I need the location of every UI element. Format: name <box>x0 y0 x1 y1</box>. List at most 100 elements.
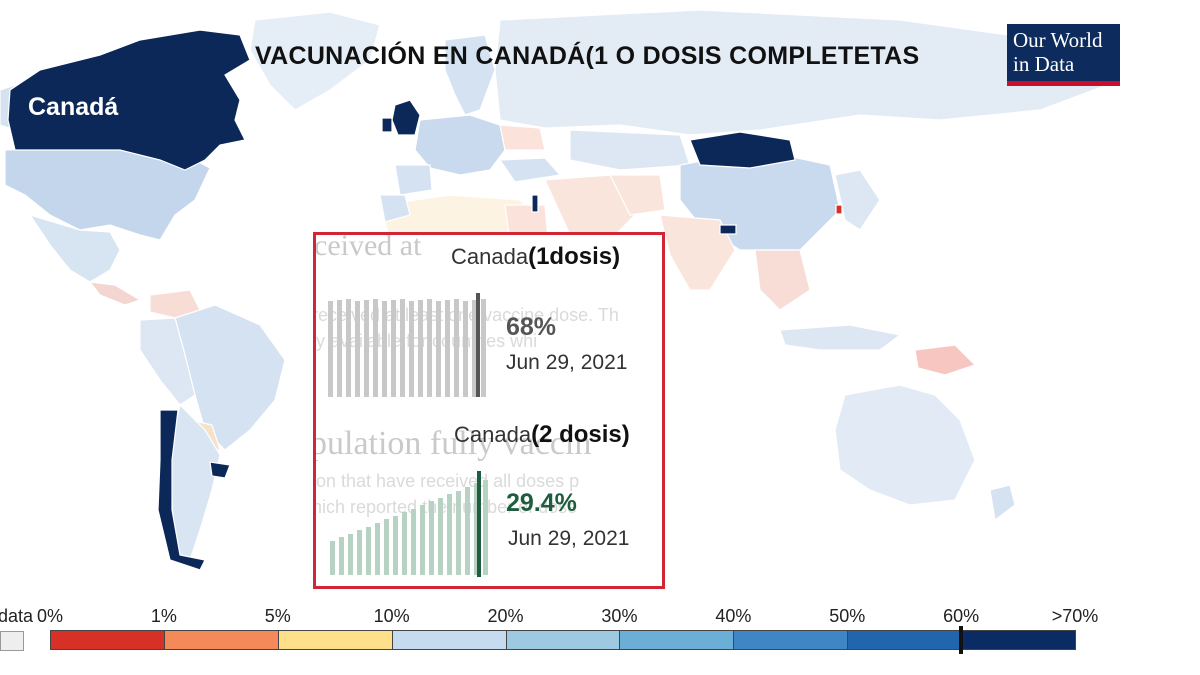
dose1-spark-bar <box>364 300 369 397</box>
dose1-spark-bar <box>445 300 450 397</box>
legend-bin[interactable] <box>163 630 279 650</box>
country-scandinavia[interactable] <box>444 34 496 116</box>
dose1-spark-bar <box>400 299 405 397</box>
country-morocco[interactable] <box>379 194 411 223</box>
canada-map-label: Canadá <box>28 93 119 121</box>
legend-tick-label: 10% <box>373 606 410 626</box>
canada-inset-panel: ceived at received at least one vaccine … <box>313 232 665 589</box>
dose1-spark-bar <box>391 300 396 397</box>
dose1-spark-bar <box>346 299 351 397</box>
legend-bin[interactable] <box>277 630 393 650</box>
dose1-marker-line <box>476 293 480 397</box>
legend-no-data-text: No data <box>0 606 34 626</box>
dose2-spark-bar <box>456 490 461 575</box>
dose2-heading: Canada(2 dosis) <box>454 421 630 449</box>
owid-logo[interactable]: Our World in Data <box>1007 24 1120 86</box>
country-papua[interactable] <box>914 344 977 376</box>
dose2-spark-bar <box>483 479 488 575</box>
country-southeast-asia[interactable] <box>754 249 811 311</box>
dose2-country: Canada <box>454 422 532 447</box>
dose1-spark-bar <box>373 299 378 397</box>
country-iran[interactable] <box>609 174 666 216</box>
dose2-spark-bar <box>474 483 479 575</box>
country-peru-bolivia[interactable] <box>139 317 196 406</box>
dose1-spark-bar <box>418 300 423 397</box>
dose2-spark-bar <box>375 523 380 575</box>
dose1-spark-bar <box>382 301 387 397</box>
country-middle-east[interactable] <box>544 174 641 241</box>
country-europe[interactable] <box>414 114 506 176</box>
ghost-text-5: ion that have received all doses p <box>313 471 580 491</box>
dose2-sparkline <box>330 471 488 575</box>
country-mexico[interactable] <box>28 213 121 283</box>
dose1-country: Canada <box>451 244 529 269</box>
country-new-zealand[interactable] <box>989 484 1016 522</box>
map-title: VACUNACIÓN EN CANADÁ(1 O DOSIS COMPLETET… <box>255 42 920 70</box>
legend-bin[interactable] <box>847 630 963 650</box>
country-iberia[interactable] <box>394 164 433 196</box>
dose1-heading: Canada(1dosis) <box>451 243 620 271</box>
dose1-spark-bar <box>481 299 486 397</box>
country-uk[interactable] <box>391 99 421 136</box>
dose2-spark-bar <box>411 508 416 575</box>
legend-bin[interactable] <box>391 630 507 650</box>
legend-canada-marker <box>959 626 964 654</box>
dose2-spark-bar <box>447 494 452 575</box>
legend-no-data-swatch[interactable] <box>0 631 24 651</box>
country-korea-japan[interactable] <box>834 169 881 231</box>
legend-tick-label: >70% <box>1051 606 1099 626</box>
legend-bin[interactable] <box>733 630 849 650</box>
country-ukraine[interactable] <box>499 124 546 151</box>
country-central-america[interactable] <box>88 281 142 306</box>
dose1-label: (1dosis) <box>528 243 621 270</box>
dose2-marker-line <box>477 471 481 577</box>
country-indonesia[interactable] <box>779 324 902 351</box>
legend-tick-label: 50% <box>829 606 866 626</box>
legend-bin[interactable] <box>619 630 735 650</box>
legend-bin[interactable] <box>505 630 621 650</box>
legend-tick-label: 30% <box>601 606 638 626</box>
dose2-spark-bar <box>420 505 425 575</box>
country-australia[interactable] <box>834 384 976 506</box>
dose2-spark-bar <box>348 533 353 575</box>
country-bhutan[interactable] <box>719 224 737 235</box>
logo-line-1: Our World <box>1013 28 1103 52</box>
legend-tick-label: 60% <box>943 606 980 626</box>
dose1-spark-bar <box>454 299 459 397</box>
country-chile[interactable] <box>157 409 206 571</box>
dose1-spark-bar <box>472 300 477 397</box>
country-ireland[interactable] <box>381 117 393 133</box>
legend-bin[interactable] <box>961 630 1076 650</box>
logo-line-2: in Data <box>1013 52 1075 76</box>
legend-tick-label: 20% <box>487 606 524 626</box>
legend-tick-label: 0% <box>36 606 64 626</box>
dose1-spark-bar <box>355 301 360 397</box>
dose2-spark-bar <box>465 487 470 575</box>
country-uruguay[interactable] <box>209 461 231 479</box>
dose2-spark-bar <box>330 541 335 575</box>
dose2-spark-bar <box>438 497 443 575</box>
ghost-text-6: hich reported the number of dose <box>313 497 578 517</box>
dose1-value: 68% <box>506 313 557 341</box>
legend-tick-label: 5% <box>264 606 291 626</box>
dose1-spark-bar <box>427 299 432 397</box>
country-mongolia[interactable] <box>689 131 796 169</box>
dose2-spark-bar <box>393 515 398 575</box>
country-kazakhstan[interactable] <box>569 129 691 171</box>
dose2-spark-bar <box>384 519 389 575</box>
legend-tick-label: 40% <box>715 606 752 626</box>
country-greenland[interactable] <box>249 11 381 111</box>
country-taiwan[interactable] <box>835 204 843 215</box>
dose1-date: Jun 29, 2021 <box>506 351 628 374</box>
ghost-heading-1: ceived at <box>314 232 422 262</box>
country-russia[interactable] <box>494 9 1122 136</box>
country-canada[interactable] <box>7 29 251 171</box>
country-turkey[interactable] <box>498 157 562 183</box>
dose2-spark-bar <box>429 501 434 575</box>
dose1-sparkline <box>328 295 486 397</box>
country-israel[interactable] <box>531 194 539 213</box>
dose1-spark-bar <box>328 301 333 397</box>
country-india[interactable] <box>659 214 736 291</box>
dose1-spark-bar <box>409 301 414 397</box>
legend-bin[interactable] <box>50 630 165 650</box>
